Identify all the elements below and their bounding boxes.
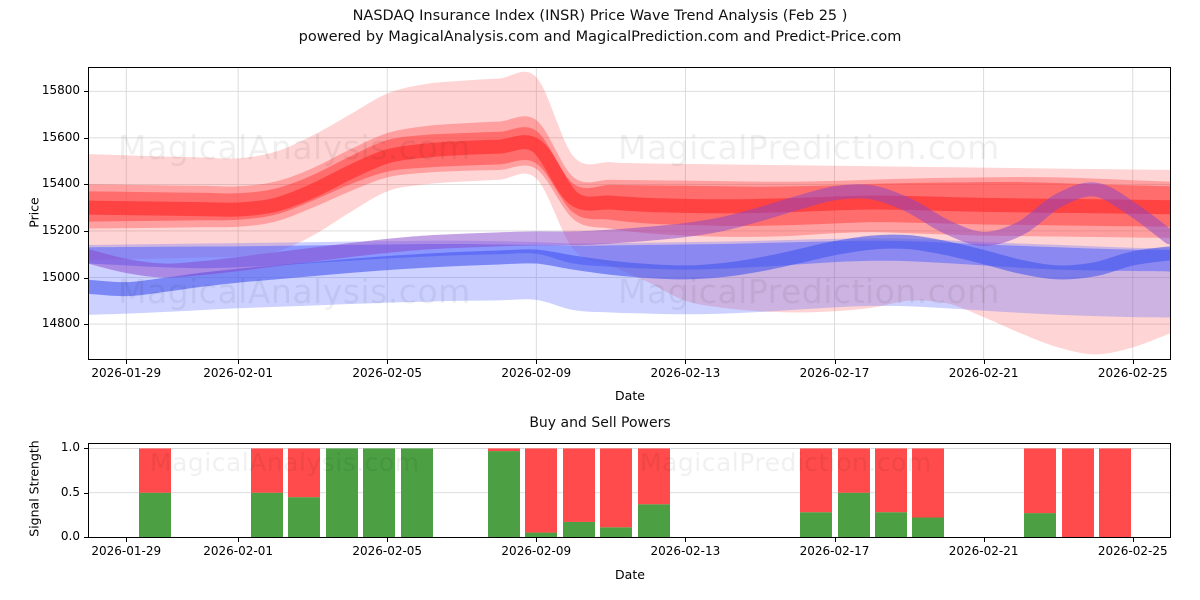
main-xtick-label: 2026-01-29 xyxy=(91,366,162,380)
signal-ytick-label: 0.0 xyxy=(60,529,80,543)
main-ytick-label: 14800 xyxy=(41,316,80,331)
main-x-axis-label: Date xyxy=(615,388,645,403)
signal-xtick-label: 2026-02-01 xyxy=(203,544,273,558)
main-ytick-mark xyxy=(84,184,88,186)
buy-power-bar xyxy=(563,521,595,537)
sell-power-bar xyxy=(288,448,320,498)
sell-power-bar xyxy=(600,448,632,528)
signal-xtick-label: 2026-02-25 xyxy=(1097,544,1168,558)
main-xtick-mark xyxy=(685,360,687,364)
buy-power-bar xyxy=(326,448,358,537)
main-xtick-mark xyxy=(238,360,240,364)
main-ytick-mark xyxy=(84,230,88,232)
signal-ytick-mark xyxy=(84,537,88,538)
sell-power-bar xyxy=(875,448,907,513)
signal-ytick-mark xyxy=(84,448,88,450)
signal-xtick-label: 2026-01-29 xyxy=(91,544,162,558)
main-ytick-mark xyxy=(84,277,88,279)
main-xtick-mark xyxy=(983,360,985,364)
buy-power-bar xyxy=(912,517,944,537)
main-xtick-mark xyxy=(1132,360,1134,364)
sell-power-bar xyxy=(251,448,283,493)
buy-power-bar xyxy=(600,527,632,537)
signal-ytick-label: 0.5 xyxy=(60,484,80,499)
signal-xtick-mark xyxy=(983,538,985,542)
buy-power-bar xyxy=(1024,513,1056,537)
main-xtick-label: 2026-02-05 xyxy=(352,366,423,380)
buy-power-bar xyxy=(363,448,395,537)
sell-power-bar xyxy=(139,448,171,493)
buy-power-bar xyxy=(251,492,283,537)
sell-power-bar xyxy=(638,448,670,505)
main-ytick-mark xyxy=(84,91,88,93)
signal-xtick-label: 2026-02-13 xyxy=(650,544,721,558)
main-xtick-label: 2026-02-13 xyxy=(650,366,721,380)
sell-power-bar xyxy=(1024,448,1056,514)
signal-xtick-label: 2026-02-09 xyxy=(501,544,572,558)
signal-xtick-label: 2026-02-05 xyxy=(352,544,423,558)
signal-xtick-mark xyxy=(387,538,389,542)
sell-power-bar xyxy=(563,448,595,522)
main-xtick-mark xyxy=(387,360,389,364)
main-ytick-mark xyxy=(84,324,88,326)
main-xtick-mark xyxy=(536,360,538,364)
price-wave-plot-area xyxy=(88,67,1171,360)
main-xtick-mark xyxy=(126,360,128,364)
main-xtick-label: 2026-02-21 xyxy=(948,366,1019,380)
signal-xtick-mark xyxy=(1132,538,1134,542)
signal-x-axis-label: Date xyxy=(615,567,645,582)
main-ytick-label: 15000 xyxy=(41,269,80,284)
main-xtick-label: 2026-02-25 xyxy=(1097,366,1168,380)
main-xtick-label: 2026-02-09 xyxy=(501,366,572,380)
chart-title-block: NASDAQ Insurance Index (INSR) Price Wave… xyxy=(0,6,1200,48)
wave-line-purple-crossover-wave xyxy=(89,182,1170,278)
buy-power-bar xyxy=(488,451,520,537)
main-ytick-label: 15400 xyxy=(41,176,80,191)
buy-power-bar xyxy=(800,512,832,537)
sell-power-bar xyxy=(525,448,557,533)
wave-line-blue-wave-line xyxy=(89,234,1170,297)
sell-power-bar xyxy=(800,448,832,513)
signal-xtick-label: 2026-02-21 xyxy=(948,544,1019,558)
signal-xtick-mark xyxy=(536,538,538,542)
buy-power-bar xyxy=(638,504,670,537)
page-subtitle: powered by MagicalAnalysis.com and Magic… xyxy=(298,29,902,45)
buy-sell-powers-plot-area xyxy=(88,443,1171,538)
main-xtick-label: 2026-02-01 xyxy=(203,366,273,380)
signal-ytick-label: 1.0 xyxy=(60,440,80,455)
buy-power-bar xyxy=(139,492,171,537)
signal-xtick-mark xyxy=(834,538,836,542)
sell-power-bar xyxy=(838,448,870,493)
signal-ytick-mark xyxy=(84,492,88,494)
main-ytick-label: 15200 xyxy=(41,222,80,237)
sell-power-bar xyxy=(1062,448,1094,537)
signal-xtick-mark xyxy=(685,538,687,542)
buy-power-bar xyxy=(288,497,320,537)
buy-power-bar xyxy=(838,492,870,537)
buy-power-bar xyxy=(401,448,433,537)
sell-power-bar xyxy=(1099,448,1131,537)
signal-xtick-label: 2026-02-17 xyxy=(799,544,870,558)
page-title: NASDAQ Insurance Index (INSR) Price Wave… xyxy=(352,8,848,24)
main-xtick-label: 2026-02-17 xyxy=(799,366,870,380)
buy-power-bar xyxy=(525,532,557,537)
sell-power-bar xyxy=(488,448,520,452)
main-ytick-mark xyxy=(84,137,88,139)
price-wave-svg xyxy=(89,68,1170,359)
main-ytick-label: 15800 xyxy=(41,83,80,98)
signal-xtick-mark xyxy=(126,538,128,542)
main-ytick-label: 15600 xyxy=(41,129,80,144)
signal-chart-title: Buy and Sell Powers xyxy=(529,415,671,431)
signal-xtick-mark xyxy=(238,538,240,542)
wave-line-red-wave-line xyxy=(89,135,1170,217)
buy-sell-powers-svg xyxy=(89,447,1170,537)
buy-power-bar xyxy=(875,512,907,537)
sell-power-bar xyxy=(912,448,944,518)
main-xtick-mark xyxy=(834,360,836,364)
